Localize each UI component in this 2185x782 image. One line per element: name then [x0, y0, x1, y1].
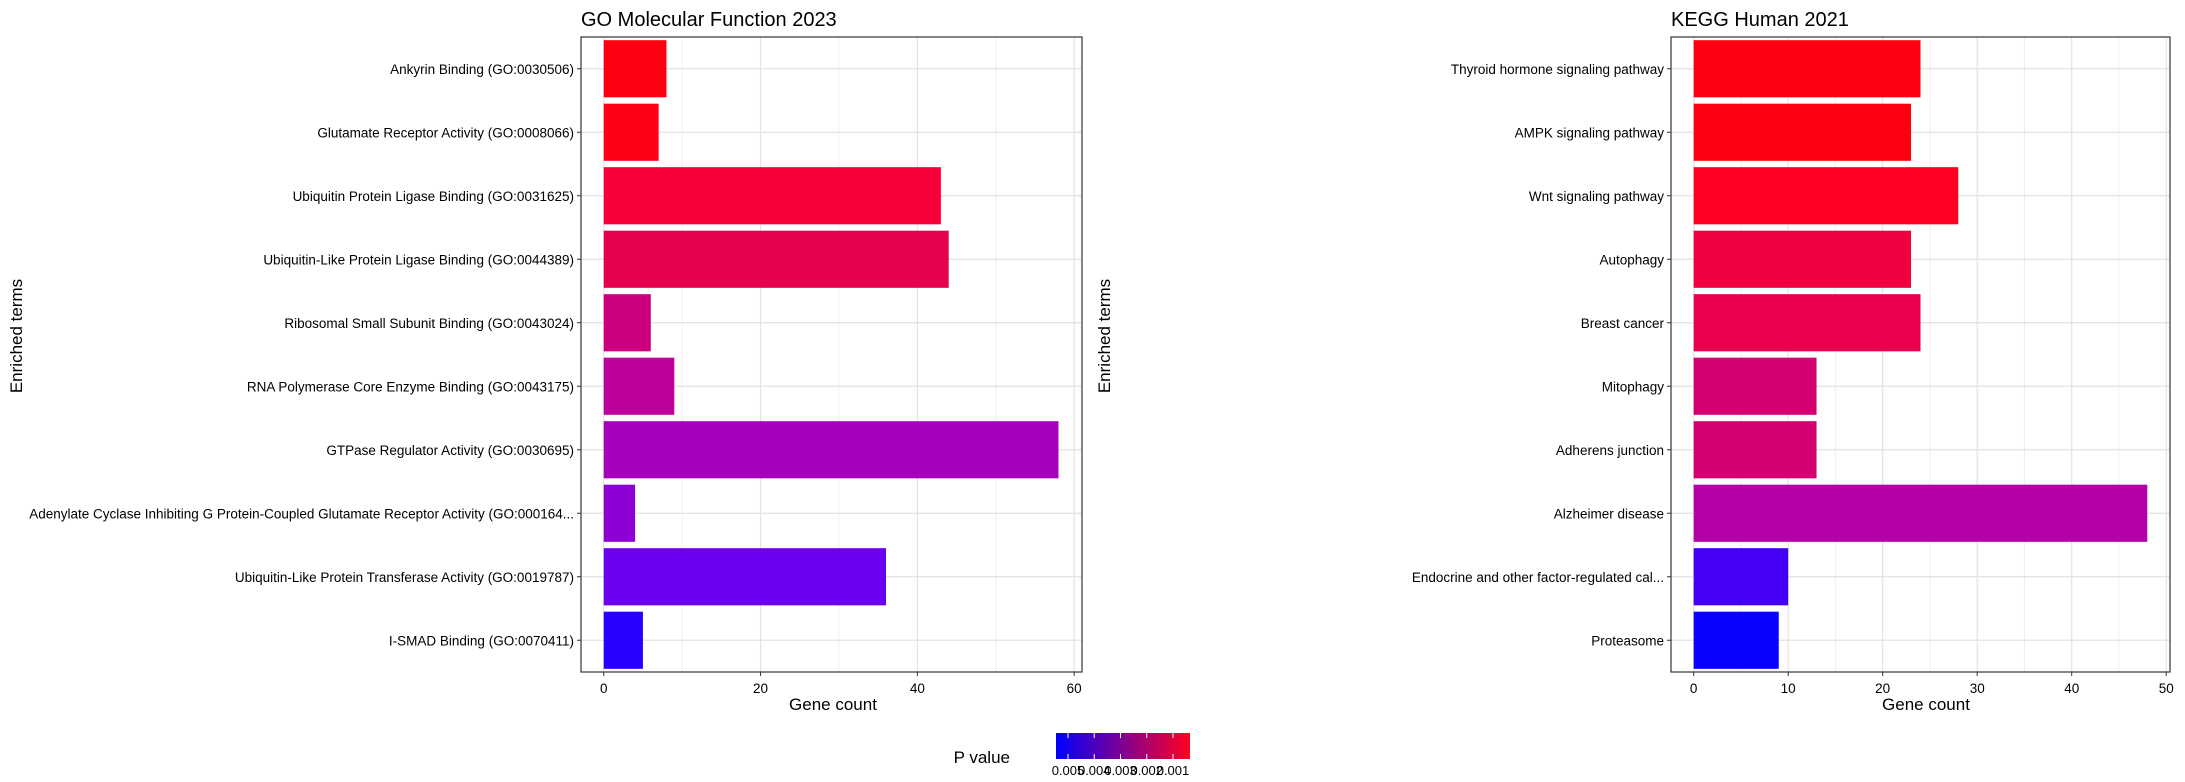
x-tick-label: 40	[2064, 681, 2079, 696]
bar	[1693, 548, 1789, 606]
x-tick-label: 20	[753, 681, 768, 696]
bar	[1693, 103, 1912, 161]
go-molecular-function-panel: GO Molecular Function 2023 Enriched term…	[7, 9, 1083, 714]
category-label: Thyroid hormone signaling pathway	[1451, 62, 1664, 77]
category-label: Endocrine and other factor-regulated cal…	[1412, 570, 1664, 585]
category-label: Alzheimer disease	[1554, 506, 1664, 521]
panel-border	[580, 36, 1083, 673]
category-label: Breast cancer	[1581, 316, 1665, 331]
x-tick-label: 20	[1875, 681, 1890, 696]
bar	[1693, 484, 2148, 542]
category-label: Proteasome	[1591, 633, 1664, 648]
kegg-human-panel: KEGG Human 2021 Enriched terms Gene coun…	[1095, 9, 2174, 714]
category-label: Mitophagy	[1602, 379, 1665, 394]
x-tick-label: 40	[910, 681, 925, 696]
category-label: AMPK signaling pathway	[1515, 125, 1665, 140]
legend-label: 0.005	[1052, 763, 1085, 777]
bar	[603, 548, 886, 606]
x-tick-label: 0	[600, 681, 608, 696]
bar	[603, 230, 949, 288]
category-label: Glutamate Receptor Activity (GO:0008066)	[317, 125, 574, 140]
category-label: Adenylate Cyclase Inhibiting G Protein-C…	[29, 506, 574, 521]
legend-label: 0.003	[1104, 763, 1137, 777]
plot-area: Thyroid hormone signaling pathway AMPK si…	[1412, 36, 2174, 696]
bar	[1693, 611, 1779, 669]
panel-border	[1670, 36, 2171, 673]
legend-label: 0.004	[1078, 763, 1111, 777]
bar	[603, 611, 643, 669]
category-label: Ubiquitin-Like Protein Transferase Activ…	[235, 570, 574, 585]
y-axis-label: Enriched terms	[1095, 279, 1114, 393]
category-label: Ubiquitin-Like Protein Ligase Binding (G…	[263, 252, 574, 267]
category-label: Ankyrin Binding (GO:0030506)	[390, 62, 574, 77]
x-tick-label: 30	[1970, 681, 1985, 696]
bar	[1693, 167, 1959, 225]
bar	[603, 484, 636, 542]
legend-label: 0.001	[1157, 763, 1190, 777]
legend-title: P value	[954, 748, 1010, 767]
x-tick-label: 0	[1690, 681, 1698, 696]
legend-label: 0.002	[1130, 763, 1163, 777]
bar	[1693, 294, 1921, 352]
x-tick-label: 60	[1067, 681, 1082, 696]
category-label: Adherens junction	[1556, 443, 1664, 458]
bar	[1693, 230, 1912, 288]
legend-colorbar	[1056, 733, 1190, 759]
y-axis-label: Enriched terms	[7, 279, 26, 393]
category-label: GTPase Regulator Activity (GO:0030695)	[326, 443, 574, 458]
bar	[603, 294, 651, 352]
bar	[1693, 421, 1817, 479]
x-tick-label: 10	[1781, 681, 1796, 696]
bar	[603, 167, 941, 225]
x-axis-label: Gene count	[1882, 695, 1970, 714]
bar	[603, 103, 659, 161]
plot-area: Ankyrin Binding (GO:0030506) Glutamate Re…	[29, 36, 1083, 696]
category-label: Ribosomal Small Subunit Binding (GO:0043…	[284, 316, 574, 331]
category-label: Ubiquitin Protein Ligase Binding (GO:003…	[293, 189, 574, 204]
category-label: I-SMAD Binding (GO:0070411)	[389, 633, 574, 648]
chart-title: KEGG Human 2021	[1671, 9, 1849, 31]
bar	[603, 40, 667, 98]
bar	[603, 421, 1059, 479]
bar	[1693, 40, 1921, 98]
x-tick-label: 50	[2159, 681, 2174, 696]
chart-title: GO Molecular Function 2023	[581, 9, 837, 31]
x-axis-label: Gene count	[789, 695, 877, 714]
bar	[1693, 357, 1817, 415]
category-label: Wnt signaling pathway	[1529, 189, 1664, 204]
category-label: RNA Polymerase Core Enzyme Binding (GO:0…	[247, 379, 574, 394]
bar	[603, 357, 675, 415]
category-label: Autophagy	[1599, 252, 1664, 267]
